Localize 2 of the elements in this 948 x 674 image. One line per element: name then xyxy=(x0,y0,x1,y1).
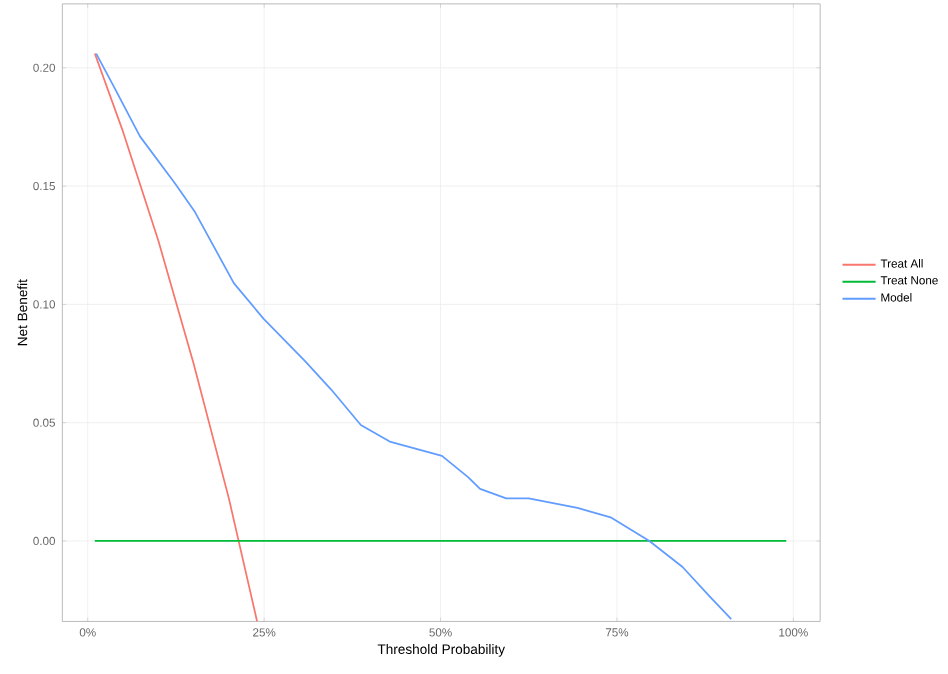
line-series xyxy=(93,52,258,622)
line-series xyxy=(95,52,733,620)
